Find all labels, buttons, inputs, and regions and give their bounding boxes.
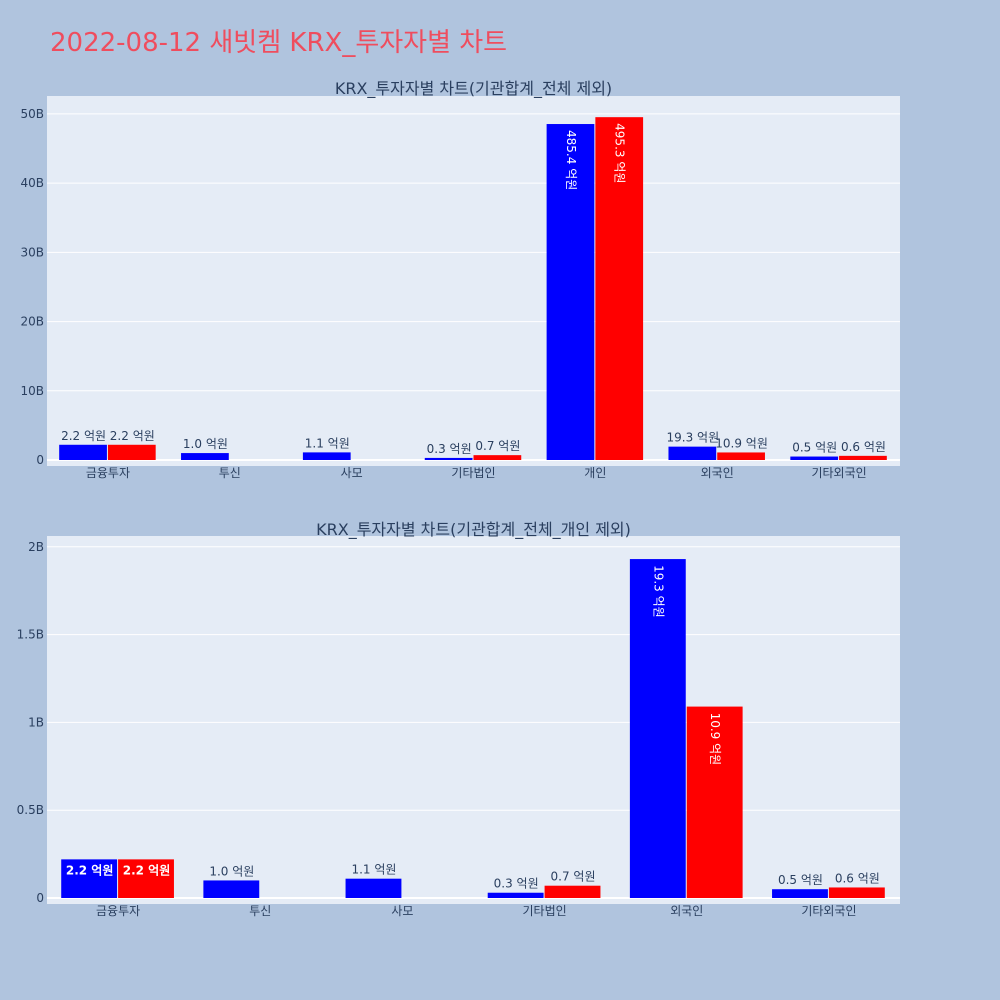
bar [61, 859, 118, 898]
data-label: 0.5 억원 [792, 441, 837, 455]
data-label: 0.3 억원 [427, 442, 472, 456]
data-label: 1.1 억원 [351, 863, 396, 877]
bar [473, 455, 522, 460]
y-tick-label: 0.5B [17, 803, 44, 817]
bar [668, 446, 717, 460]
data-label: 19.3 억원 [651, 565, 665, 618]
bar [345, 878, 402, 898]
plot-area [47, 536, 900, 904]
x-tick-label: 기타법인 [522, 904, 566, 918]
data-label: 2.2 억원 [61, 429, 106, 443]
y-tick-label: 0 [36, 891, 44, 905]
bar [790, 456, 839, 460]
data-label: 485.4 억원 [564, 130, 578, 190]
data-label: 10.9 억원 [715, 436, 768, 450]
data-label: 2.2 억원 [66, 863, 114, 877]
data-label: 0.7 억원 [475, 439, 520, 453]
chart-title: KRX_투자자별 차트(기관합계_전체 제외) [335, 79, 612, 99]
bar [629, 559, 686, 898]
bar [772, 889, 828, 898]
x-tick-label: 개인 [584, 466, 606, 480]
data-label: 1.0 억원 [183, 437, 228, 451]
data-label: 0.6 억원 [841, 440, 886, 454]
y-tick-label: 10B [20, 384, 44, 398]
y-tick-label: 40B [20, 176, 44, 190]
data-label: 0.5 억원 [778, 873, 823, 887]
y-tick-label: 0 [36, 453, 44, 467]
bar [203, 880, 260, 898]
y-tick-label: 30B [20, 245, 44, 259]
x-tick-label: 금융투자 [86, 466, 130, 480]
bar [118, 859, 174, 898]
data-label: 495.3 억원 [613, 123, 627, 183]
x-tick-label: 금융투자 [96, 904, 140, 918]
bar [595, 117, 644, 460]
x-tick-label: 기타법인 [451, 466, 495, 480]
data-label: 2.2 억원 [110, 429, 155, 443]
x-tick-label: 외국인 [670, 904, 703, 918]
bar [59, 444, 107, 460]
y-tick-label: 50B [20, 107, 44, 121]
bar [546, 124, 595, 460]
x-tick-label: 사모 [391, 904, 413, 918]
data-label: 2.2 억원 [123, 863, 171, 877]
chart-title: KRX_투자자별 차트(기관합계_전체_개인 제외) [316, 520, 631, 540]
y-tick-label: 1.5B [17, 628, 44, 642]
data-label: 19.3 억원 [667, 431, 720, 445]
y-tick-label: 20B [20, 315, 44, 329]
bar [424, 457, 473, 460]
data-label: 0.3 억원 [494, 877, 539, 891]
data-label: 0.6 억원 [835, 871, 880, 885]
page-title: 2022-08-12 새빗켐 KRX_투자자별 차트 [50, 28, 508, 58]
data-label: 1.1 억원 [305, 436, 350, 450]
data-label: 10.9 억원 [708, 713, 722, 766]
y-tick-label: 2B [28, 540, 44, 554]
bar [839, 455, 887, 460]
data-label: 0.7 억원 [551, 870, 596, 884]
bar [487, 892, 544, 898]
x-tick-label: 기타외국인 [811, 466, 866, 480]
bar [717, 452, 765, 460]
data-label: 1.0 억원 [209, 864, 254, 878]
bar [544, 885, 601, 898]
bar [686, 706, 743, 898]
x-tick-label: 외국인 [701, 466, 734, 480]
x-tick-label: 사모 [341, 466, 363, 480]
x-tick-label: 기타외국인 [801, 904, 856, 918]
bar [828, 887, 885, 898]
x-tick-label: 투신 [249, 904, 271, 918]
x-tick-label: 투신 [219, 466, 241, 480]
bar [181, 453, 229, 460]
plot-area [47, 96, 900, 466]
bar [107, 444, 156, 460]
bar [302, 452, 351, 460]
y-tick-label: 1B [28, 715, 44, 729]
